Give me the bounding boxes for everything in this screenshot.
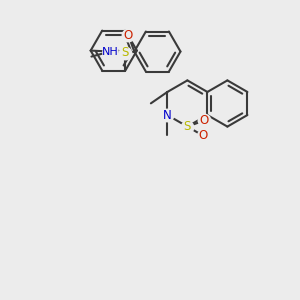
- Text: N: N: [163, 109, 172, 122]
- Text: O: O: [200, 114, 209, 127]
- Text: NH: NH: [102, 46, 119, 56]
- Text: S: S: [184, 120, 191, 133]
- Text: O: O: [124, 29, 133, 42]
- Text: O: O: [198, 129, 208, 142]
- Text: S: S: [122, 46, 129, 59]
